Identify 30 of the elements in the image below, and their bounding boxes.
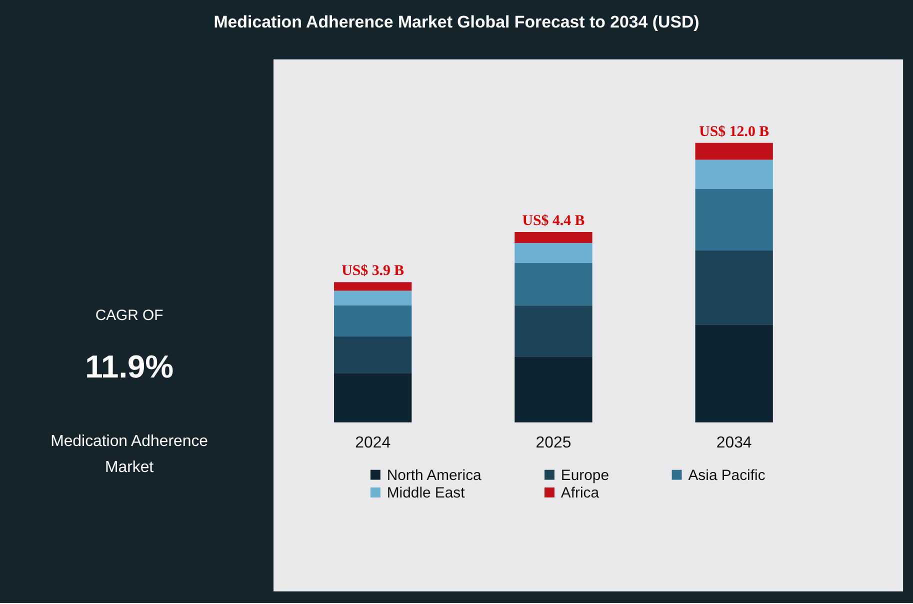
legend-label: North America xyxy=(386,468,482,484)
bar xyxy=(695,250,773,324)
total-label: US$ 12.0 B xyxy=(699,124,770,140)
bar xyxy=(695,142,773,160)
x-tick-label: 2024 xyxy=(355,434,391,452)
bar xyxy=(334,305,412,337)
bar xyxy=(695,188,773,250)
bar xyxy=(514,232,592,243)
legend-label: Europe xyxy=(560,468,610,484)
x-tick-label: 2034 xyxy=(716,434,752,452)
text: Medication Adherence Market xyxy=(50,433,208,476)
legend-label: Asia Pacific xyxy=(688,468,766,484)
total-label: US$ 4.4 B xyxy=(522,213,585,230)
bar xyxy=(334,336,412,374)
bar xyxy=(514,262,592,306)
total-label: US$ 3.9 B xyxy=(342,263,404,280)
bar xyxy=(514,242,592,263)
bar xyxy=(334,290,412,306)
x-tick-label: 2025 xyxy=(536,434,572,452)
legend-label: Middle East xyxy=(386,485,466,502)
text: CAGR OF xyxy=(95,308,164,324)
bar xyxy=(695,324,773,422)
bar xyxy=(334,282,412,291)
legend-label: Africa xyxy=(560,485,600,502)
chart-title: Medication Adherence Market Global Forecast to 2034 (USD) xyxy=(214,12,700,32)
bar xyxy=(514,356,592,422)
bar xyxy=(514,305,592,356)
bar xyxy=(695,160,773,189)
bar xyxy=(334,373,412,422)
text: 11.9% xyxy=(85,348,174,385)
